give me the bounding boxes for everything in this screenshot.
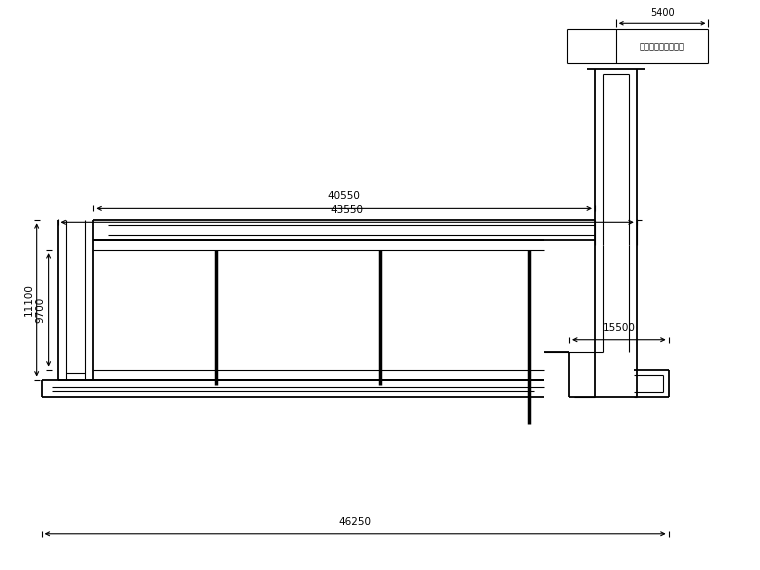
- Text: 屋面压测已完成部分: 屋面压测已完成部分: [640, 43, 685, 52]
- Text: 5400: 5400: [650, 9, 674, 18]
- Text: 40550: 40550: [328, 192, 360, 201]
- Text: 43550: 43550: [331, 205, 364, 215]
- Text: 46250: 46250: [339, 517, 372, 527]
- Text: 15500: 15500: [603, 323, 635, 333]
- Text: 11100: 11100: [24, 283, 33, 316]
- Text: 9700: 9700: [36, 297, 46, 323]
